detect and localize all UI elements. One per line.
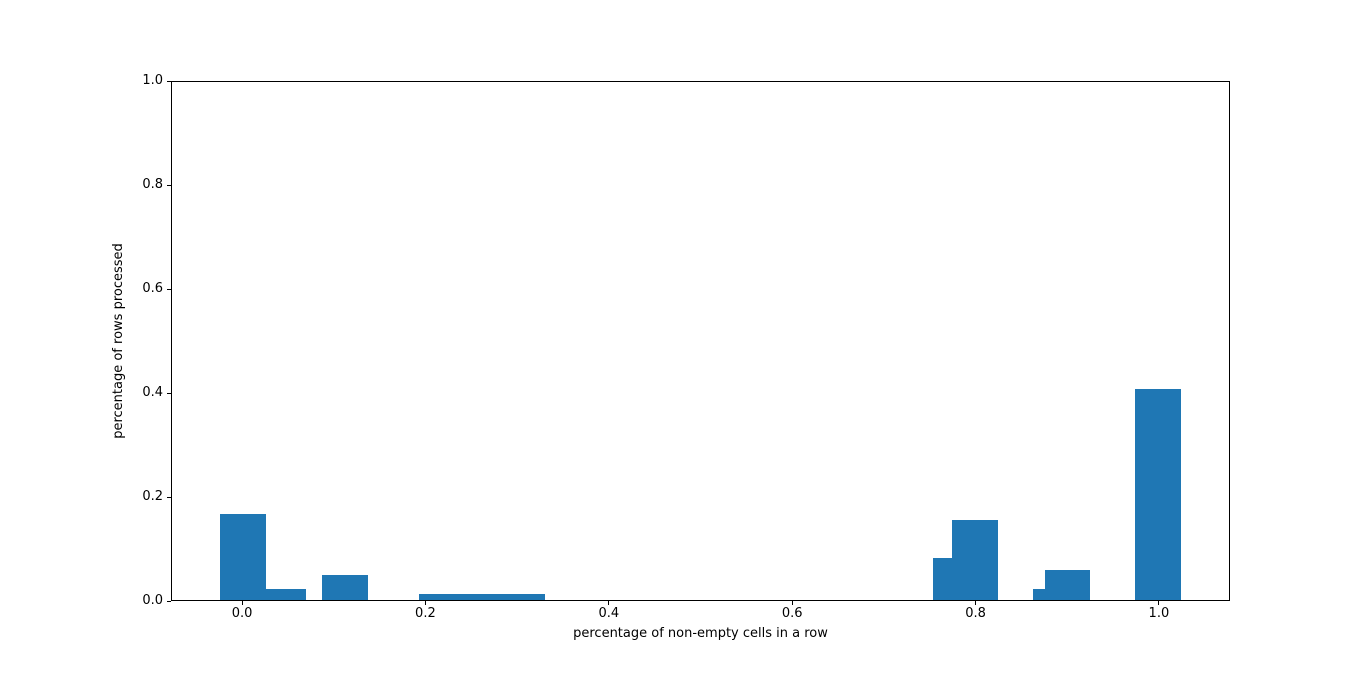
y-tick-label: 0.6 [142, 281, 163, 296]
y-tick-mark [167, 600, 171, 602]
y-tick-mark [167, 496, 171, 498]
histogram-bar [1135, 389, 1181, 601]
plot-area: 0.0 0.2 0.4 0.6 0.8 1.0 0.0 0.2 0.4 0.6 0.8 1.0 pe… [111, 74, 1230, 641]
y-tick-label: 0.0 [142, 593, 163, 608]
x-tick-mark [975, 601, 977, 605]
y-tick-label: 0.2 [142, 489, 163, 504]
x-tick-label: 0.2 [415, 606, 436, 621]
left-spine [171, 81, 172, 601]
x-tick-mark [791, 601, 793, 605]
histogram-bar [932, 557, 952, 601]
histogram-bar [321, 575, 368, 601]
histogram-bar [1033, 589, 1046, 601]
histogram-bar [1045, 569, 1091, 601]
histogram-bar [419, 594, 545, 601]
x-tick-mark [424, 601, 426, 605]
top-spine [171, 81, 1230, 82]
y-tick-mark [167, 392, 171, 394]
x-tick-label: 0.6 [781, 606, 803, 621]
histogram-bar [951, 520, 999, 601]
y-tick-label: 1.0 [142, 73, 163, 88]
x-tick-mark [1158, 601, 1160, 605]
histogram-bar [220, 513, 266, 601]
x-tick-mark [241, 601, 243, 605]
x-tick-label: 0.0 [231, 606, 253, 621]
right-spine [1229, 81, 1230, 601]
bottom-spine [171, 600, 1230, 601]
y-tick-mark [167, 184, 171, 186]
y-tick-mark [167, 80, 171, 82]
x-tick-label: 1.0 [1148, 606, 1170, 621]
y-tick-label: 0.8 [142, 177, 163, 192]
y-tick-mark [167, 288, 171, 290]
x-axis-label: percentage of non-empty cells in a row [573, 626, 828, 641]
y-axis-label: percentage of rows processed [111, 243, 126, 439]
y-axis-label-wrap: percentage of rows processed [109, 81, 129, 601]
x-tick-label: 0.4 [598, 606, 620, 621]
histogram-bar [265, 588, 307, 601]
y-tick-label: 0.4 [142, 385, 163, 400]
x-tick-mark [608, 601, 610, 605]
x-tick-label: 0.8 [965, 606, 986, 621]
